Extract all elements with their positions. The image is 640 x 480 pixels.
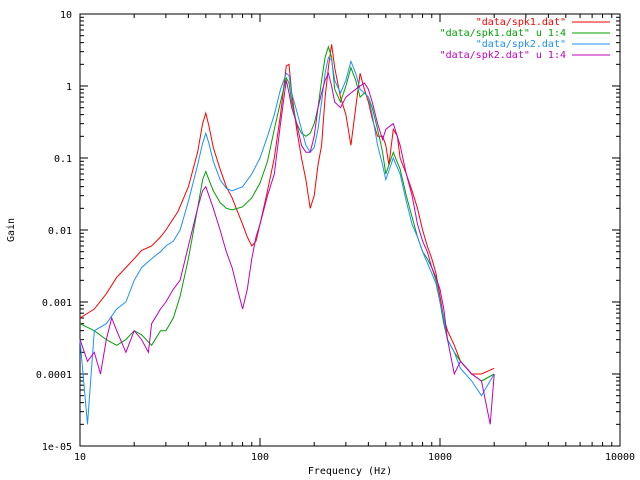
- legend-label-1: "data/spk1.dat": [476, 17, 566, 28]
- series-layer: [79, 44, 495, 425]
- series-line-4: [79, 71, 495, 425]
- y-tick-label: 0.001: [42, 298, 72, 309]
- legend: "data/spk1.dat""data/spk1.dat" u 1:4"dat…: [440, 17, 610, 61]
- x-tick-label: 1000: [428, 452, 452, 463]
- y-axis-label: Gain: [6, 218, 17, 242]
- axis-ticks: 10 100 1000 10000 1e-05 0.0001 0.001 0.01 0.1 1 10: [36, 10, 635, 463]
- legend-label-3: "data/spk2.dat": [476, 39, 566, 50]
- y-tick-label: 10: [60, 10, 72, 21]
- series-line-3: [79, 56, 495, 425]
- x-axis-label: Frequency (Hz): [308, 466, 392, 477]
- legend-label-4: "data/spk2.dat" u 1:4: [440, 50, 566, 61]
- y-tick-label: 0.1: [54, 154, 72, 165]
- y-tick-label: 0.01: [48, 226, 72, 237]
- x-tick-label: 10000: [605, 452, 635, 463]
- y-tick-label: 1: [66, 82, 72, 93]
- x-tick-label: 10: [74, 452, 86, 463]
- y-tick-label: 1e-05: [42, 442, 72, 453]
- x-tick-label: 100: [251, 452, 269, 463]
- y-tick-label: 0.0001: [36, 370, 72, 381]
- series-line-1: [79, 44, 495, 375]
- legend-label-2: "data/spk1.dat" u 1:4: [440, 28, 566, 39]
